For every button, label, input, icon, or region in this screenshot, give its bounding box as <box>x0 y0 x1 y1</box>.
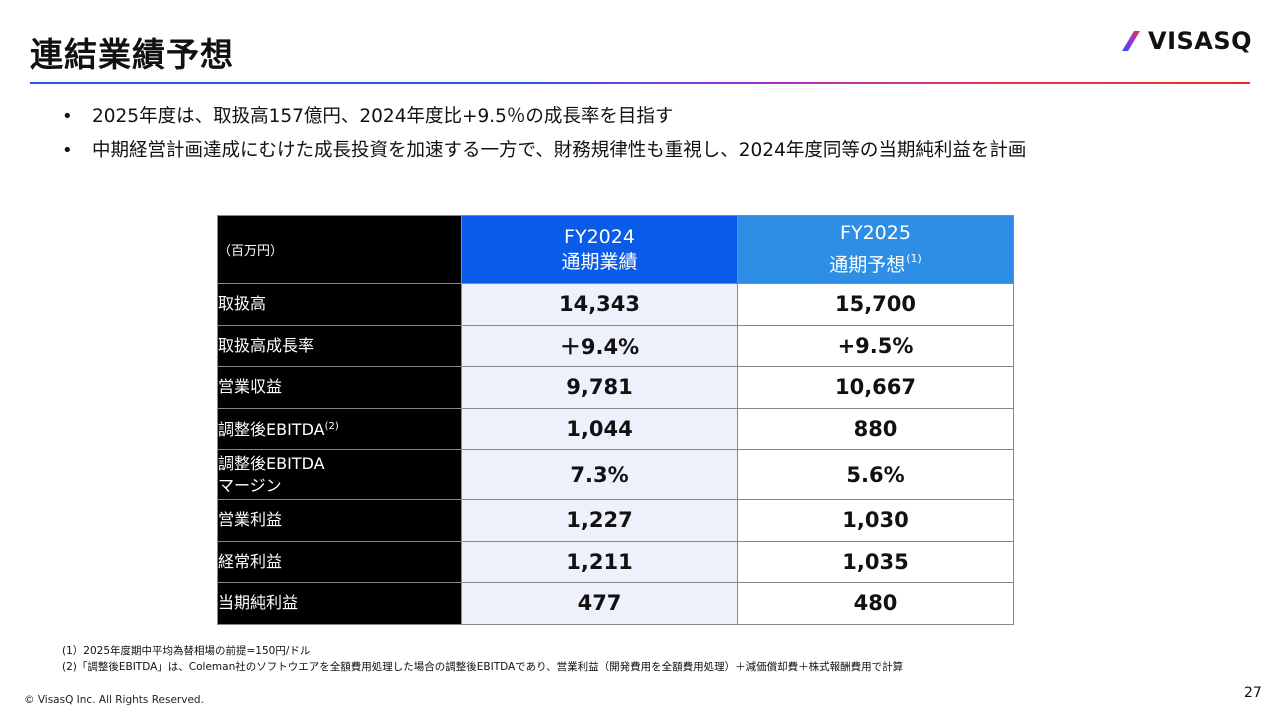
fy2025-value: 1,035 <box>737 540 1014 583</box>
fy2025-value: 15,700 <box>737 283 1014 326</box>
row-label: 取扱高成長率 <box>217 324 462 367</box>
forecast-table: （百万円） FY2024 通期業績 FY2025 通期予想(1) 取扱高 14,… <box>217 215 1014 625</box>
table-row: 営業収益 9,781 10,667 <box>217 366 1014 409</box>
table-row: 経常利益 1,211 1,035 <box>217 540 1014 583</box>
fy2024-value: 9,781 <box>461 366 738 409</box>
table-row: 取扱高 14,343 15,700 <box>217 283 1014 326</box>
row-label: 営業収益 <box>217 366 462 409</box>
row-label-cell: 調整後EBITDA マージン <box>217 449 462 500</box>
company-logo: VISASQ <box>1120 27 1252 55</box>
row-label: 調整後EBITDA <box>218 453 325 473</box>
footnotes: (1）2025年度期中平均為替相場の前提=150円/ドル (2)「調整後EBIT… <box>62 643 903 675</box>
column-header-year: FY2024 <box>564 225 635 248</box>
row-label: 営業利益 <box>217 499 462 542</box>
fy2024-value: 7.3% <box>461 449 738 500</box>
footnote-ref: (1) <box>906 252 922 265</box>
fy2025-value: +9.5% <box>737 324 1014 367</box>
table-row: 調整後EBITDA(2) 1,044 880 <box>217 407 1014 450</box>
row-label: 調整後EBITDA <box>218 420 325 440</box>
table-row: 調整後EBITDA マージン 7.3% 5.6% <box>217 449 1014 500</box>
bullet-item: 中期経営計画達成にむけた成長投資を加速する一方で、財務規律性も重視し、2024年… <box>62 134 1026 168</box>
fy2024-value: 14,343 <box>461 283 738 326</box>
page-number: 27 <box>1244 685 1262 701</box>
fy2025-value: 480 <box>737 582 1014 625</box>
fy2024-value: 477 <box>461 582 738 625</box>
footnote-1: (1）2025年度期中平均為替相場の前提=150円/ドル <box>62 645 311 657</box>
column-header-year: FY2025 <box>840 222 911 244</box>
row-label: 当期純利益 <box>217 582 462 625</box>
fy2024-value: 1,211 <box>461 540 738 583</box>
row-label-line2: マージン <box>218 475 282 495</box>
footnote-ref: (2) <box>324 421 339 433</box>
table-row: 営業利益 1,227 1,030 <box>217 499 1014 542</box>
logo-text: VISASQ <box>1148 27 1253 55</box>
table-header-row: （百万円） FY2024 通期業績 FY2025 通期予想(1) <box>217 215 1014 284</box>
row-label-cell: 調整後EBITDA(2) <box>217 407 462 450</box>
bullet-list: 2025年度は、取扱高157億円、2024年度比+9.5％の成長率を目指す 中期… <box>62 100 1026 168</box>
column-header-type: 通期業績 <box>561 250 638 273</box>
fy2025-value: 10,667 <box>737 366 1014 409</box>
column-header-fy2024: FY2024 通期業績 <box>461 215 738 284</box>
column-header-fy2025: FY2025 通期予想(1) <box>737 215 1014 284</box>
row-label: 経常利益 <box>217 540 462 583</box>
row-label: 取扱高 <box>217 283 462 326</box>
fy2025-value: 5.6% <box>737 449 1014 500</box>
title-divider <box>30 82 1250 84</box>
bullet-item: 2025年度は、取扱高157億円、2024年度比+9.5％の成長率を目指す <box>62 100 1026 134</box>
footnote-2: (2)「調整後EBITDA」は、Coleman社のソフトウエアを全額費用処理した… <box>62 661 904 673</box>
fy2024-value: ＋9.4% <box>461 324 738 367</box>
fy2025-value: 880 <box>737 407 1014 450</box>
unit-label: （百万円） <box>217 215 462 284</box>
table-row: 取扱高成長率 ＋9.4% +9.5% <box>217 324 1014 367</box>
table-row: 当期純利益 477 480 <box>217 582 1014 625</box>
fy2025-value: 1,030 <box>737 499 1014 542</box>
column-header-type: 通期予想 <box>829 254 906 276</box>
page-title: 連結業績予想 <box>30 35 234 74</box>
logo-slash-icon <box>1122 31 1140 51</box>
copyright: © VisasQ Inc. All Rights Reserved. <box>24 694 204 706</box>
fy2024-value: 1,044 <box>461 407 738 450</box>
fy2024-value: 1,227 <box>461 499 738 542</box>
